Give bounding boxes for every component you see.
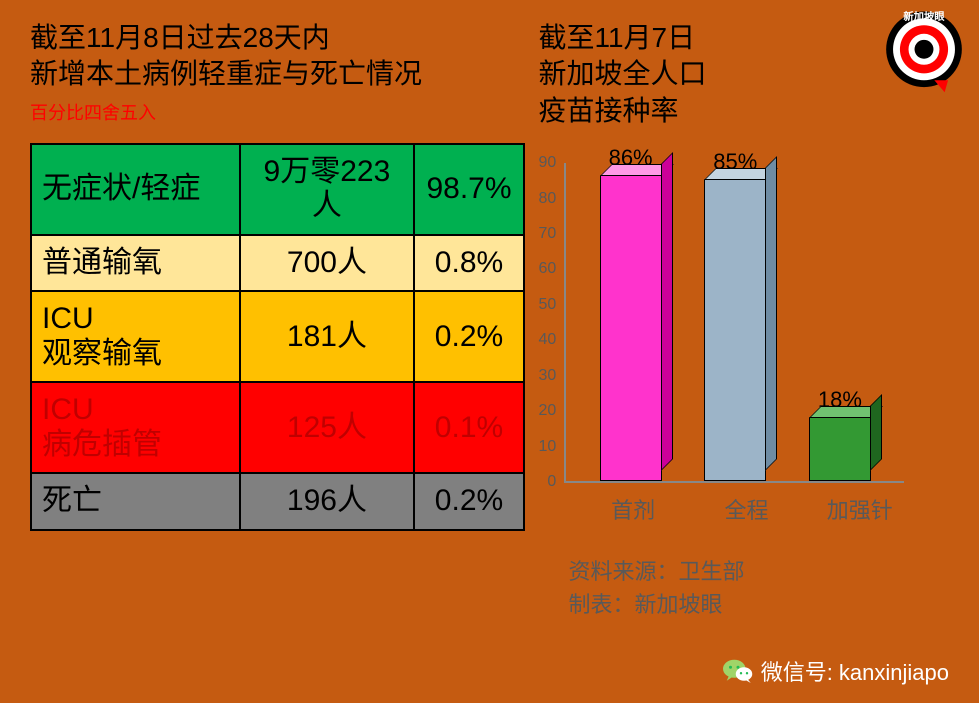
y-tick: 20 [538,411,556,412]
row-label: 普通输氧 [31,235,240,292]
wechat-eye3 [739,672,741,674]
wechat-eye2 [736,666,739,669]
wechat-bubble-small [735,667,752,681]
x-axis-labels: 首剂全程加强针 [576,493,916,525]
y-tick: 70 [538,234,556,235]
row-pct: 0.2% [414,291,524,382]
table-row: 死亡196人0.2% [31,473,524,530]
right-title-line1: 截至11月7日 [538,22,695,53]
left-title-line2: 新增本土病例轻重症与死亡情况 [30,58,422,89]
bar [600,175,662,481]
severity-table-body: 无症状/轻症9万零223人98.7%普通输氧700人0.8%ICU观察输氧181… [31,144,524,530]
table-row: 普通输氧700人0.8% [31,235,524,292]
bar-column: 86% [586,145,676,481]
bar-column: 85% [690,149,780,481]
y-tick: 60 [538,269,556,270]
y-tick: 40 [538,340,556,341]
logo-tail [934,80,948,92]
plot-area: 86%85%18% [564,163,904,483]
subnote: 百分比四舍五入 [30,99,528,125]
bar-side-face [870,394,882,471]
row-pct: 0.1% [414,382,524,473]
bar-side-face [661,152,673,471]
row-pct: 98.7% [414,144,524,235]
brand-logo: 新加坡眼 [881,8,967,94]
y-tick: 90 [538,163,556,164]
row-label: 死亡 [31,473,240,530]
row-count: 125人 [240,382,414,473]
row-pct: 0.8% [414,235,524,292]
left-title: 截至11月8日过去28天内 新增本土病例轻重症与死亡情况 [30,20,528,93]
row-count: 181人 [240,291,414,382]
x-tick-label: 全程 [701,493,791,525]
table-row: 无症状/轻症9万零223人98.7% [31,144,524,235]
row-count: 700人 [240,235,414,292]
bar-front [704,179,766,481]
x-tick-label: 加强针 [815,493,905,525]
table-row: ICU观察输氧181人0.2% [31,291,524,382]
wechat-eye1 [729,666,732,669]
wechat-bar: 微信号: kanxinjiapo [723,655,949,687]
wechat-eye4 [745,672,747,674]
y-tick: 80 [538,199,556,200]
wechat-icon [723,658,753,684]
bar-front [600,175,662,481]
y-tick: 50 [538,305,556,306]
row-label: 无症状/轻症 [31,144,240,235]
source-block: 资料来源：卫生部 制表：新加坡眼 [568,555,949,621]
y-tick: 30 [538,376,556,377]
bar [704,179,766,481]
right-panel: 截至11月7日 新加坡全人口 疫苗接种率 90 80 70 60 50 40 30 20 10 0… [528,20,949,683]
table-row: ICU病危插管125人0.1% [31,382,524,473]
source-line1: 资料来源：卫生部 [568,555,949,588]
left-title-line1: 截至11月8日过去28天内 [30,22,330,53]
wechat-label: 微信号: kanxinjiapo [761,655,949,687]
row-label: ICU病危插管 [31,382,240,473]
row-count: 196人 [240,473,414,530]
y-tick: 0 [538,482,556,483]
slide-root: 截至11月8日过去28天内 新增本土病例轻重症与死亡情况 百分比四舍五入 无症状… [0,0,979,703]
wechat-bubble-big-tail [726,676,733,681]
severity-table: 无症状/轻症9万零223人98.7%普通输氧700人0.8%ICU观察输氧181… [30,143,525,531]
bar-chart: 90 80 70 60 50 40 30 20 10 0 86%85%18% [538,163,949,483]
y-tick: 10 [538,447,556,448]
bar-side-face [765,156,777,471]
wechat-bubble-small-tail [745,679,750,683]
bar [809,417,871,481]
left-panel: 截至11月8日过去28天内 新增本土病例轻重症与死亡情况 百分比四舍五入 无症状… [30,20,528,683]
row-label: ICU观察输氧 [31,291,240,382]
x-tick-label: 首剂 [588,493,678,525]
logo-text-plain: 新加坡眼 [903,10,945,23]
right-title-line3: 疫苗接种率 [538,95,678,126]
row-pct: 0.2% [414,473,524,530]
bar-front [809,417,871,481]
y-axis: 90 80 70 60 50 40 30 20 10 0 [538,163,564,483]
bar-column: 18% [795,387,885,481]
row-count: 9万零223人 [240,144,414,235]
logo-pupil [915,40,934,59]
source-line2: 制表：新加坡眼 [568,588,949,621]
right-title-line2: 新加坡全人口 [538,58,706,89]
